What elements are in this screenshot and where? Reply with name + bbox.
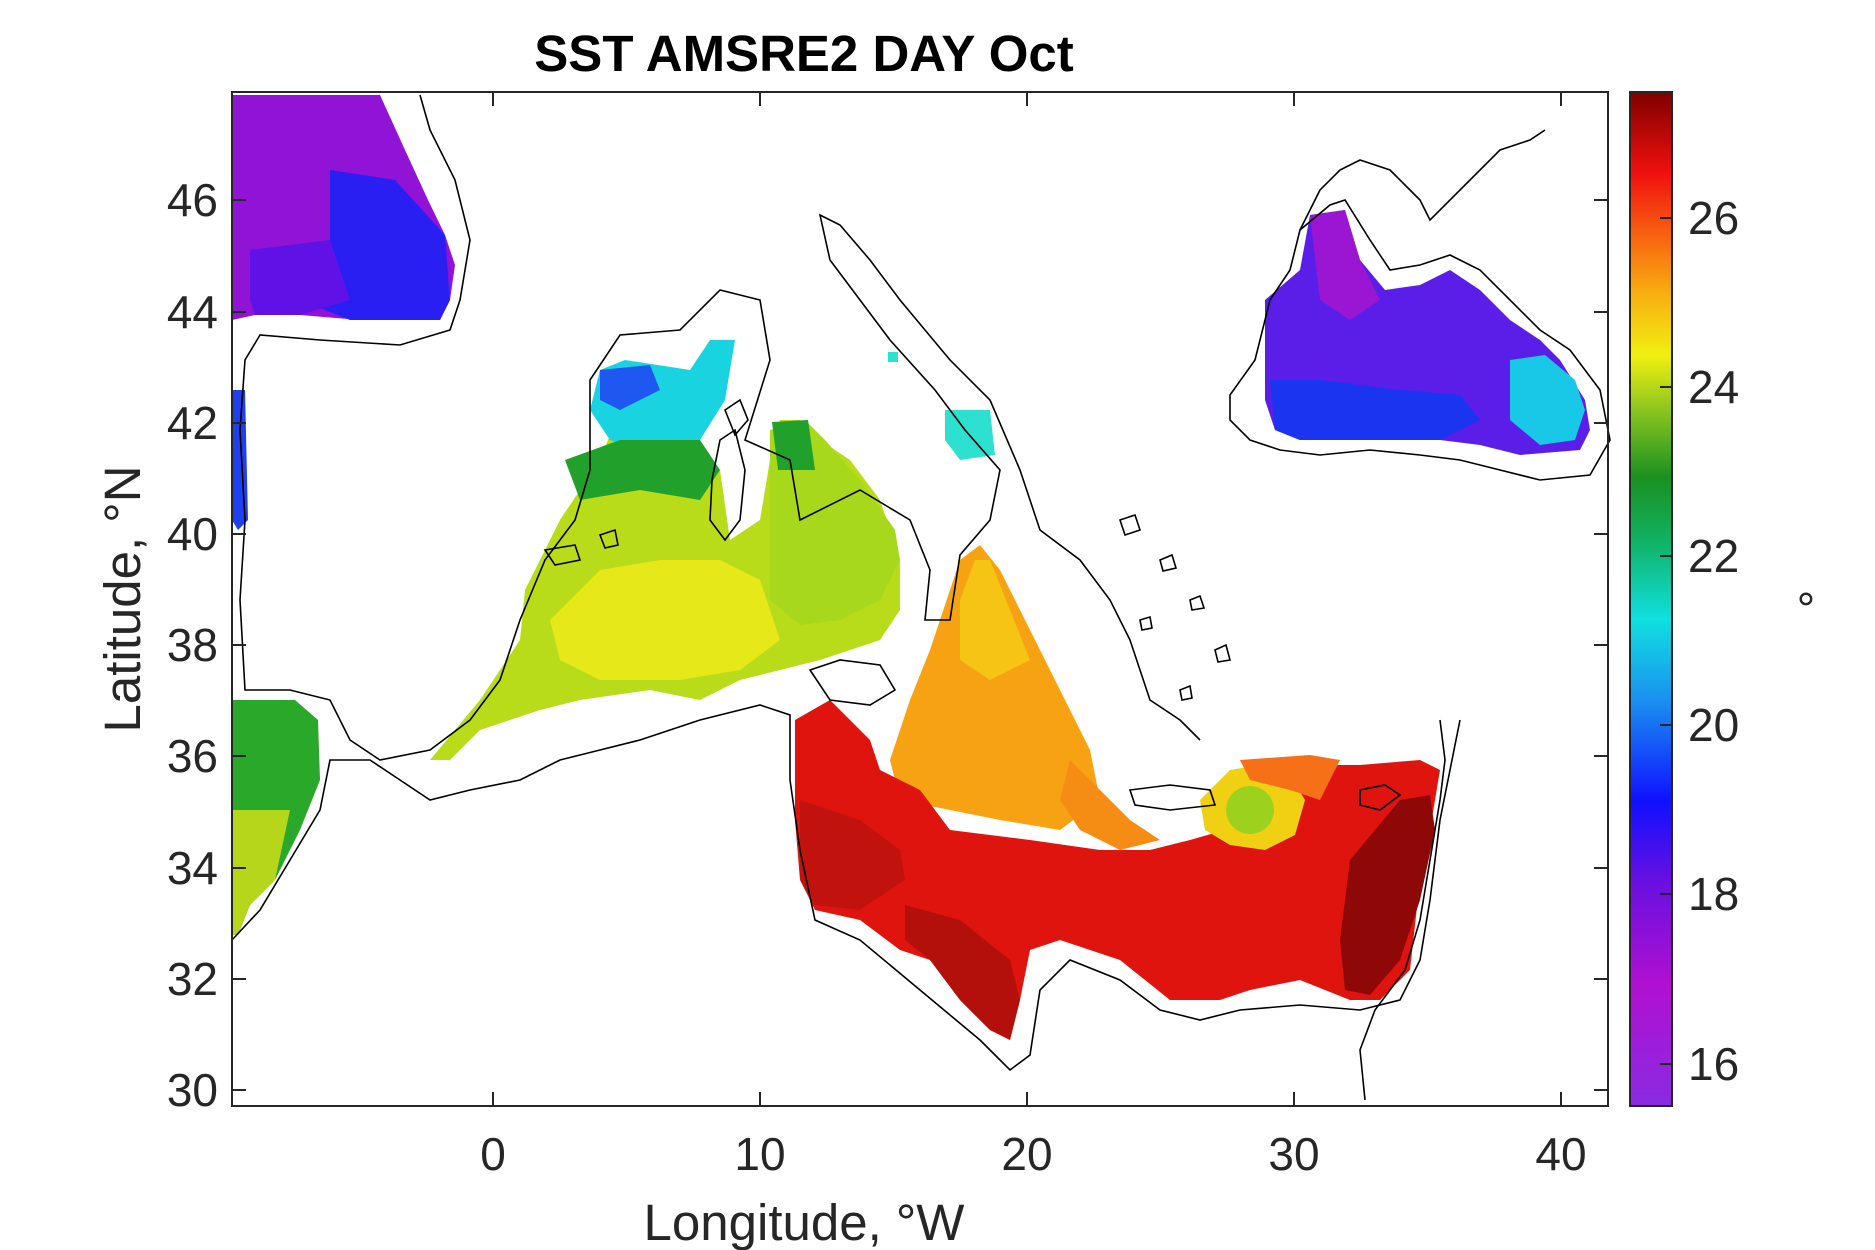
x-tick-label: 30: [1268, 1128, 1319, 1180]
sst-region-ligurian: [600, 365, 660, 410]
colorbar-gradient: [1629, 91, 1673, 1107]
colorbar-label: °: [1770, 590, 1822, 608]
colorbar-tick-label: 20: [1688, 699, 1739, 751]
y-axis: [232, 199, 1608, 1091]
coastline-levant: [1359, 719, 1446, 1101]
sst-region-south-aegean: [1240, 755, 1340, 800]
sst-region-libyan-coast: [800, 800, 905, 910]
map-plot-area: 0 10 20 30 40 30: [167, 91, 1611, 1180]
coastline-sicily: [808, 659, 897, 706]
x-tick-label: 0: [480, 1128, 506, 1180]
x-axis-label: Longitude, °W: [644, 1194, 965, 1250]
sst-region-balearic-green: [565, 440, 720, 500]
y-tick-labels: 30 32 34 36 38 40 42 44 46: [167, 174, 218, 1116]
y-tick-label: 34: [167, 842, 218, 894]
coastline-sardinia-corsica: [709, 398, 749, 542]
coastline-crete: [1128, 784, 1217, 811]
axes-box: [231, 91, 1609, 1107]
coastline-balearics: [543, 528, 619, 566]
colorbar-tick-label: 24: [1688, 361, 1739, 413]
y-tick-label: 46: [167, 174, 218, 226]
y-tick-label: 32: [167, 953, 218, 1005]
y-tick-label: 30: [167, 1064, 218, 1116]
coastline-black-sea: [1229, 199, 1611, 481]
sst-region-levantine: [1340, 795, 1435, 995]
coastline-cyprus: [1359, 784, 1402, 811]
x-tick-labels: 0 10 20 30 40: [480, 1128, 1586, 1180]
sst-region-adriatic-dot: [888, 352, 898, 362]
colorbar-tick-label: 18: [1688, 868, 1739, 920]
sst-region-ionian-core: [960, 560, 1030, 680]
coastlines: [231, 94, 1611, 1101]
sst-region-morocco-south: [232, 810, 290, 935]
colorbar-tick-label: 16: [1688, 1038, 1739, 1090]
coastline-iberia-france: [239, 94, 1201, 761]
sst-region-tyrrhenian: [770, 420, 900, 625]
x-tick-label: 20: [1001, 1128, 1052, 1180]
coastline-aegean-islands: [1118, 513, 1231, 701]
y-tick-label: 38: [167, 619, 218, 671]
colorbar-tick-label: 22: [1688, 530, 1739, 582]
sst-region-western-med-center: [550, 560, 780, 680]
y-axis-label: Latitude, °N: [94, 465, 151, 732]
sst-region-rhodes-gyre-core: [1226, 786, 1274, 834]
y-tick-label: 40: [167, 508, 218, 560]
y-tick-label: 42: [167, 397, 218, 449]
x-tick-label: 40: [1535, 1128, 1586, 1180]
sst-region-biscay-mid: [250, 240, 350, 315]
sst-region-ionian: [890, 545, 1100, 830]
colorbar-tick-label: 26: [1688, 192, 1739, 244]
coastline-ukraine: [1299, 129, 1546, 231]
sst-region-gulf-of-sirte: [905, 905, 1020, 1040]
sst-region-black-sea-purple: [1310, 210, 1380, 320]
sst-region-black-sea-blue-south: [1270, 380, 1480, 440]
chart-title: SST AMSRE2 DAY Oct: [534, 25, 1073, 82]
sst-region-orange-band: [1060, 760, 1160, 850]
sst-region-tyrrhenian-north: [772, 420, 815, 470]
coastline-north-africa: [231, 704, 1461, 1072]
sst-region-black-sea-east: [1510, 355, 1585, 445]
x-axis: [492, 92, 1562, 1106]
y-tick-label: 44: [167, 286, 218, 338]
x-tick-label: 10: [734, 1128, 785, 1180]
colorbar: 16 18 20 22 24 26 °: [1629, 91, 1822, 1107]
y-tick-label: 36: [167, 730, 218, 782]
